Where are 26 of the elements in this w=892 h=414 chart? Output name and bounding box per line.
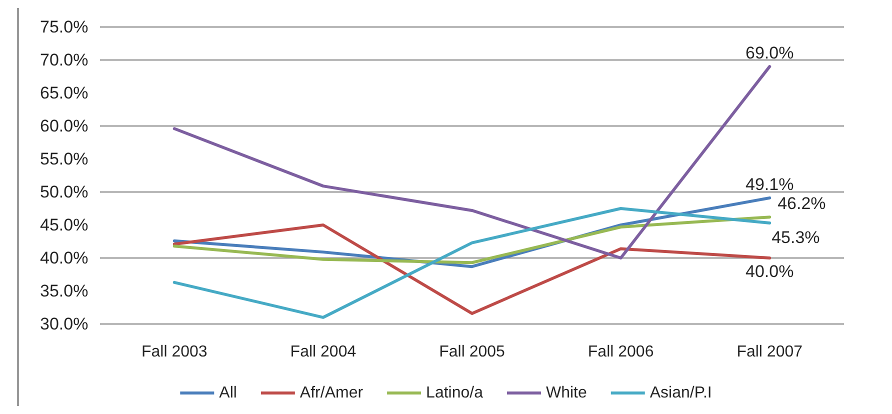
legend-label: Afr/Amer <box>300 384 364 402</box>
y-tick-label: 50.0% <box>40 182 88 202</box>
y-tick-label: 60.0% <box>40 116 88 136</box>
y-tick-label: 75.0% <box>40 18 88 36</box>
x-tick-label: Fall 2004 <box>290 344 356 360</box>
legend-label: White <box>546 384 587 402</box>
legend-label: Latino/a <box>426 384 484 402</box>
y-tick-label: 55.0% <box>40 150 88 168</box>
y-tick-label: 45.0% <box>40 216 88 234</box>
y-tick-label: 40.0% <box>40 248 88 268</box>
data-label: 46.2% <box>778 194 826 214</box>
data-label: 40.0% <box>746 262 794 281</box>
y-tick-label: 35.0% <box>40 282 88 300</box>
x-tick-label: Fall 2006 <box>588 344 654 360</box>
x-tick-label: Fall 2003 <box>141 344 208 360</box>
x-tick-label: Fall 2005 <box>439 344 506 360</box>
y-tick-label: 70.0% <box>40 50 88 70</box>
data-label: 49.1% <box>746 174 794 194</box>
y-tick-label: 30.0% <box>40 314 88 334</box>
line-series <box>172 216 772 264</box>
data-label: 45.3% <box>772 228 820 248</box>
data-label: 69.0% <box>746 44 794 63</box>
y-tick-label: 65.0% <box>40 84 88 102</box>
x-tick-label: Fall 2007 <box>736 344 803 360</box>
legend-label: Asian/P.I <box>650 384 712 402</box>
legend-label: All <box>219 384 237 402</box>
